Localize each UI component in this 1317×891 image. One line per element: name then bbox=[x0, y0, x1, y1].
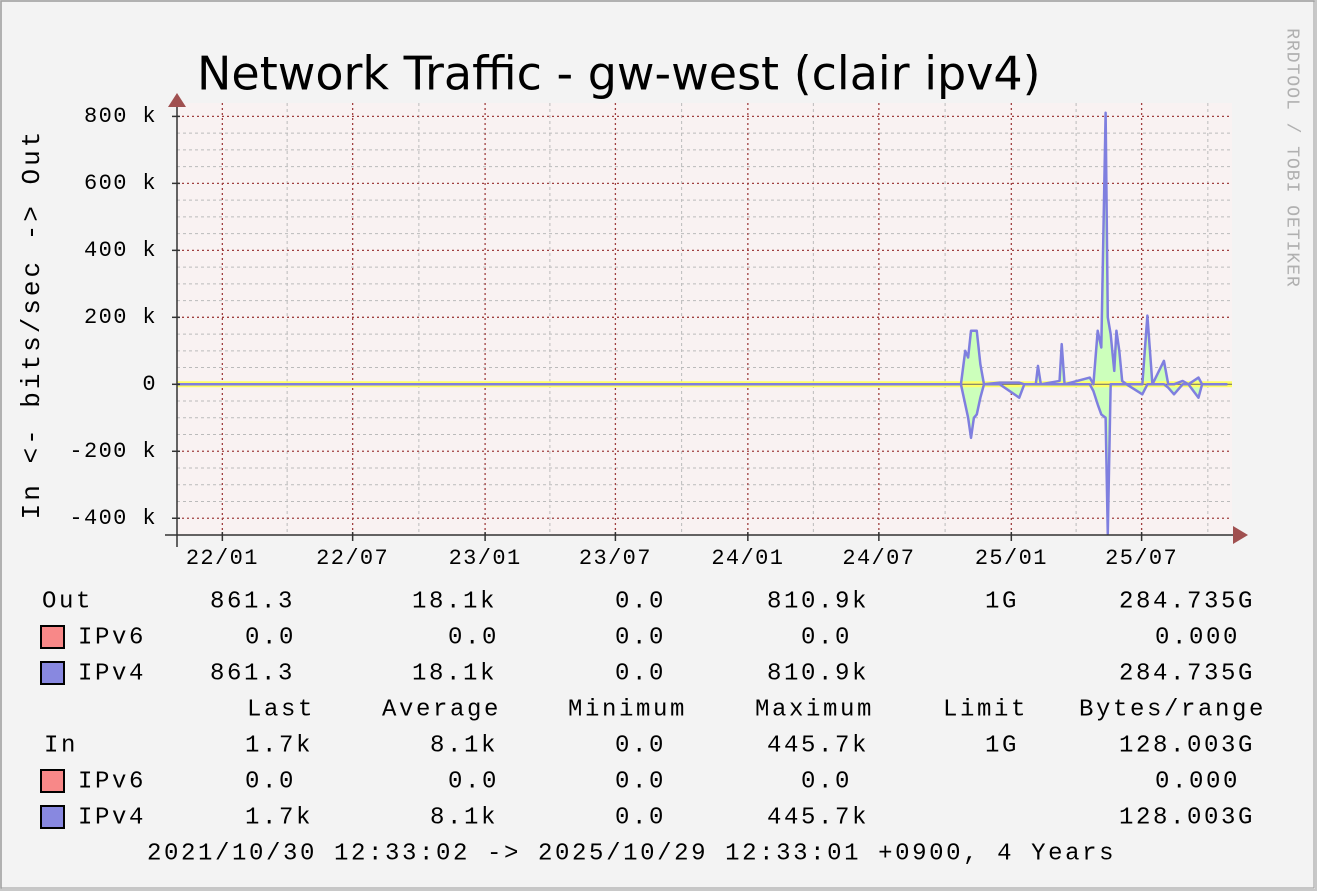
legend-stat: 0.000 bbox=[1155, 768, 1240, 795]
time-range-footer: 2021/10/30 12:33:02 -> 2025/10/29 12:33:… bbox=[147, 840, 1116, 867]
legend-stat: 0.0 bbox=[615, 624, 666, 651]
traffic-line bbox=[177, 111, 1228, 386]
legend-swatch bbox=[40, 805, 65, 829]
legend-group-label: Out bbox=[42, 588, 93, 615]
x-tick-label: 24/07 bbox=[842, 546, 915, 571]
legend-group-label: In bbox=[44, 732, 78, 759]
legend-header: Minimum bbox=[568, 696, 687, 723]
x-tick-label: 24/01 bbox=[711, 546, 784, 571]
x-tick-label: 23/01 bbox=[449, 546, 522, 571]
y-tick-label: -400 k bbox=[69, 506, 157, 531]
legend-stat: 284.735G bbox=[1119, 660, 1255, 687]
legend-stat: 1G bbox=[985, 588, 1019, 615]
legend-stat: 0.0 bbox=[801, 624, 852, 651]
legend-stat: 0.0 bbox=[615, 768, 666, 795]
x-tick-label: 22/01 bbox=[186, 546, 259, 571]
axes: -400 k -200 k 0 200 k 400 k 600 k 800 k 22/01 22… bbox=[69, 93, 1248, 571]
x-tick-label: 22/07 bbox=[316, 546, 389, 571]
legend-stat: 0.0 bbox=[245, 768, 296, 795]
y-tick-label: 400 k bbox=[84, 238, 157, 263]
legend-swatch bbox=[40, 625, 65, 649]
legend-label: IPv6 bbox=[78, 624, 146, 651]
y-tick-label: -200 k bbox=[69, 439, 157, 464]
legend-stat: 0.0 bbox=[615, 732, 666, 759]
y-tick-label: 800 k bbox=[84, 104, 157, 129]
legend-header: Limit bbox=[943, 696, 1028, 723]
legend-stat: 861.3 bbox=[210, 588, 295, 615]
legend-stat: 810.9k bbox=[767, 660, 869, 687]
watermark: RRDTOOL / TOBI OETIKER bbox=[1281, 28, 1301, 288]
y-tick-label: 0 bbox=[142, 372, 157, 397]
legend-label: IPv4 bbox=[78, 660, 146, 687]
legend-stat: 0.0 bbox=[448, 768, 499, 795]
legend-label: IPv6 bbox=[78, 768, 146, 795]
legend-stat: 128.003G bbox=[1119, 804, 1255, 831]
legend-header: Bytes/range bbox=[1079, 696, 1266, 723]
legend-header: Maximum bbox=[755, 696, 874, 723]
plot-background bbox=[177, 103, 1232, 535]
legend-stat: 0.0 bbox=[801, 768, 852, 795]
x-tick-label: 23/07 bbox=[579, 546, 652, 571]
y-axis-label: In <- bits/sec -> Out bbox=[17, 129, 47, 520]
y-tick-label: 200 k bbox=[84, 305, 157, 330]
legend-stat: 861.3 bbox=[210, 660, 295, 687]
legend-stat: 445.7k bbox=[767, 804, 869, 831]
legend-header: Average bbox=[382, 696, 501, 723]
legend-stat: 810.9k bbox=[767, 588, 869, 615]
legend-stat: 1G bbox=[985, 732, 1019, 759]
plot-marks bbox=[177, 111, 1232, 535]
legend-stat: 8.1k bbox=[430, 732, 498, 759]
legend-swatch bbox=[40, 769, 65, 793]
x-tick-label: 25/01 bbox=[975, 546, 1048, 571]
legend-stat: 0.0 bbox=[245, 624, 296, 651]
legend-swatch bbox=[40, 661, 65, 685]
legend-stat: 8.1k bbox=[430, 804, 498, 831]
y-tick-label: 600 k bbox=[84, 171, 157, 196]
chart-title: Network Traffic - gw-west (clair ipv4) bbox=[197, 47, 1041, 101]
legend-stat: 0.000 bbox=[1155, 624, 1240, 651]
traffic-line bbox=[177, 383, 1228, 535]
legend-stat: 0.0 bbox=[615, 588, 666, 615]
legend-stat: 1.7k bbox=[245, 732, 313, 759]
legend-stat: 0.0 bbox=[448, 624, 499, 651]
legend-stat: 445.7k bbox=[767, 732, 869, 759]
legend-stat: 0.0 bbox=[615, 660, 666, 687]
legend-stat: 18.1k bbox=[412, 588, 497, 615]
legend-stat: 18.1k bbox=[412, 660, 497, 687]
x-tick-label: 25/07 bbox=[1105, 546, 1178, 571]
x-axis-arrow bbox=[1233, 526, 1248, 544]
legend-stat: 0.0 bbox=[615, 804, 666, 831]
legend-stat: 1.7k bbox=[245, 804, 313, 831]
legend-stat: 128.003G bbox=[1119, 732, 1255, 759]
y-axis-arrow bbox=[168, 93, 186, 107]
grid bbox=[177, 103, 1232, 535]
legend-header: Last bbox=[247, 696, 315, 723]
legend-label: IPv4 bbox=[78, 804, 146, 831]
legend-stat: 284.735G bbox=[1119, 588, 1255, 615]
